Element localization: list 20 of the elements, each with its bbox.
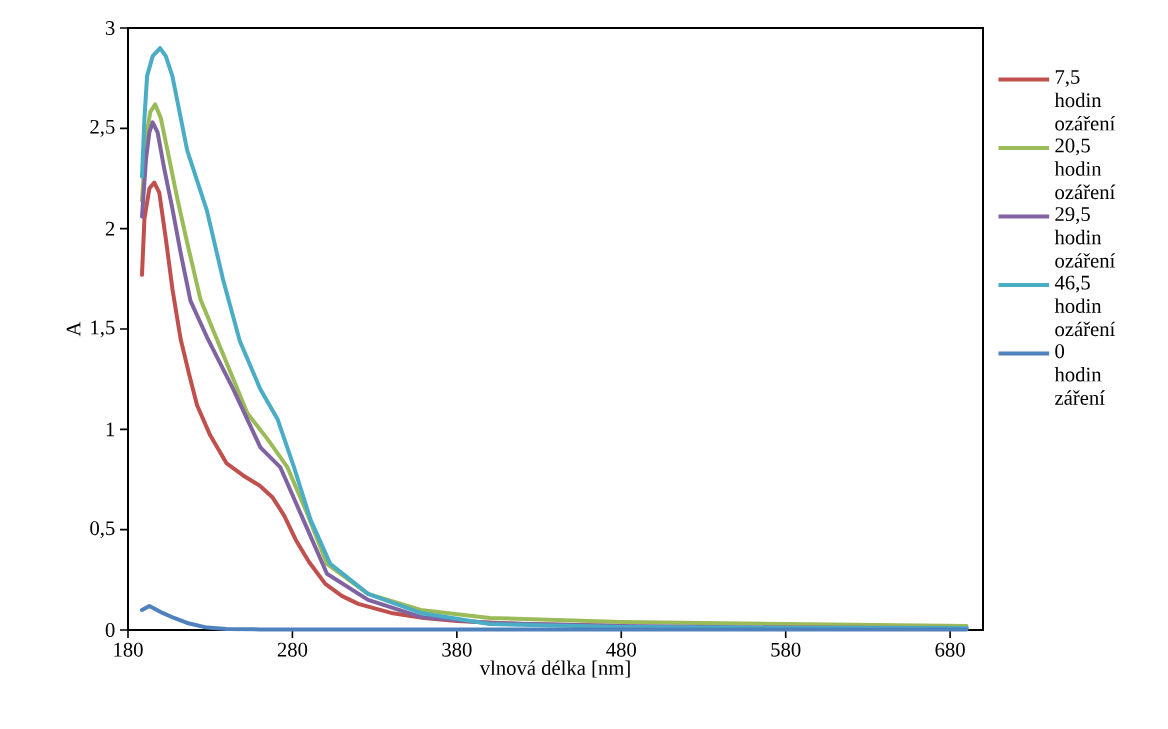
x-tick-label: 280 [277,642,308,657]
x-tick-label: 480 [606,642,636,657]
x-axis-title: vlnová délka [nm] [479,660,630,678]
y-tick-label: 0 [105,623,115,637]
y-tick-label: 0,5 [90,521,115,539]
legend-label: 0 hodin záření [1054,344,1105,405]
legend-label: 20,5 hodin ozáření [1054,138,1116,200]
x-tick-label: 680 [935,642,965,657]
y-axis-title: A [66,321,81,337]
legend-label: 7,5 hodin ozáření [1054,70,1116,131]
y-tick-label: 1,5 [91,320,115,338]
y-tick-label: 1 [106,422,115,437]
y-tick-label: 3 [105,21,115,35]
x-tick-label: 580 [771,642,801,657]
y-tick-label: 2,5 [90,119,115,137]
y-tick-label: 2 [105,221,115,236]
x-tick-label: 380 [442,642,472,657]
x-tick-label: 180 [114,642,143,657]
legend-label: 46,5 hodin ozáření [1054,275,1116,337]
legend-label: 29,5 hodin ozáření [1054,207,1116,268]
